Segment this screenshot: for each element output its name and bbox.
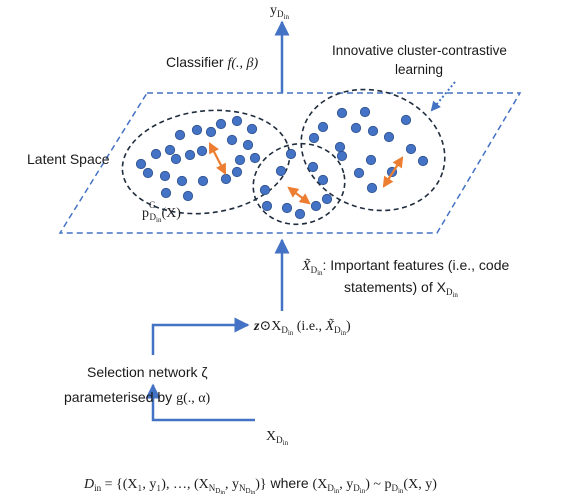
point: [400, 114, 412, 126]
point: [308, 132, 320, 144]
innovative-label-line2: learning: [395, 62, 443, 77]
point: [234, 154, 246, 166]
point: [191, 124, 203, 136]
point: [205, 126, 217, 138]
latent-space-plane: [58, 92, 522, 234]
point: [294, 208, 306, 220]
selection-network-line1: Selection network ζ: [87, 364, 208, 380]
contrast-arrow-right: [382, 156, 404, 188]
point: [176, 175, 188, 187]
point: [307, 161, 319, 173]
selection-network-line2: parameterised by g(., α): [64, 389, 211, 406]
point: [196, 145, 208, 157]
point: [285, 148, 297, 160]
innovative-label-line1: Innovative cluster-contrastive: [332, 43, 507, 58]
point: [321, 193, 333, 205]
output-label: yDin: [270, 3, 289, 21]
point: [353, 167, 365, 179]
point: [334, 141, 346, 153]
important-features-line2: statements) of XDin: [344, 279, 458, 299]
selection-path-lower: [145, 383, 255, 422]
contrast-arrow-middle: [287, 186, 311, 205]
point: [160, 187, 172, 199]
important-features-line1: X̃Din: Important features (i.e., code: [301, 257, 509, 277]
point: [197, 175, 209, 187]
masked-input-label: z⊙XDin (i.e., X̃Din): [253, 318, 351, 337]
point: [135, 158, 147, 170]
point: [226, 134, 238, 146]
point: [367, 125, 379, 137]
point: [231, 166, 243, 178]
point: [336, 150, 348, 162]
point: [317, 174, 329, 186]
point: [261, 200, 273, 212]
dataset-formula: Din = {(X₁, y₁), …, (XNDin, yNDin)} wher…: [83, 475, 437, 496]
classifier-label: Classifier f(., β): [166, 54, 258, 71]
innovative-pointer-arrow: [430, 81, 456, 112]
latent-points: [135, 106, 429, 220]
point: [350, 122, 362, 134]
point: [215, 118, 227, 130]
point: [366, 182, 378, 194]
point: [242, 139, 254, 151]
point: [170, 153, 182, 165]
point: [182, 190, 194, 202]
point: [164, 144, 176, 156]
point: [336, 107, 348, 119]
point: [317, 121, 329, 133]
point: [417, 155, 429, 167]
cluster-middle: [252, 142, 346, 226]
point: [184, 149, 196, 161]
point: [281, 202, 293, 214]
point: [142, 167, 154, 179]
point: [174, 129, 186, 141]
point: [231, 115, 243, 127]
point: [249, 152, 261, 164]
point: [150, 148, 162, 160]
point: [383, 131, 395, 143]
point: [259, 184, 271, 196]
point: [220, 173, 232, 185]
point: [275, 165, 287, 177]
latent-space-label: Latent Space: [27, 151, 110, 167]
cluster-right: [300, 88, 446, 212]
input-label: XDin: [266, 429, 289, 447]
point: [359, 106, 371, 118]
point: [365, 154, 377, 166]
point: [246, 123, 258, 135]
point: [405, 143, 417, 155]
selection-path-upper: [151, 317, 250, 355]
point: [159, 170, 171, 182]
point: [310, 200, 322, 212]
contrast-arrow-left: [208, 142, 227, 175]
